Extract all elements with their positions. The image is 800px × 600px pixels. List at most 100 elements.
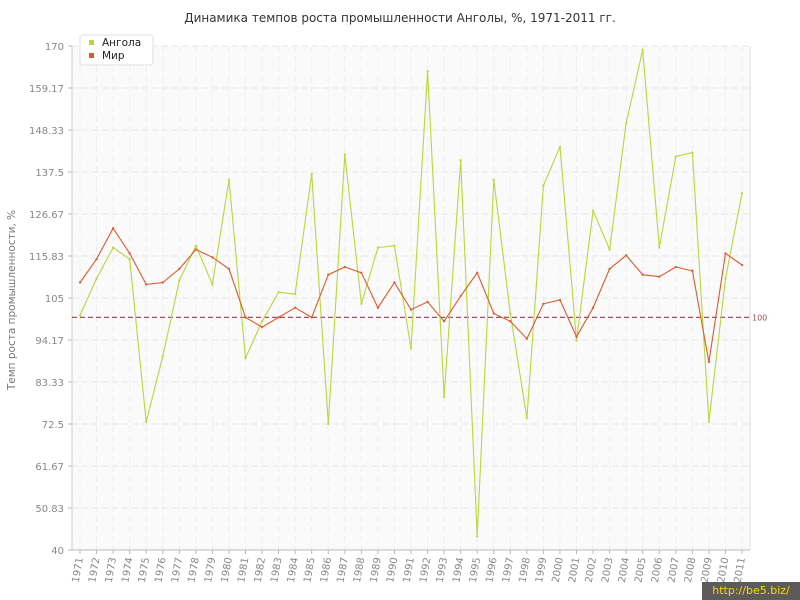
data-point <box>558 298 562 302</box>
data-point <box>707 360 711 364</box>
data-point <box>343 153 346 156</box>
legend-swatch <box>89 40 94 45</box>
x-tick-label: 2008 <box>683 557 698 584</box>
data-point <box>393 244 396 247</box>
data-point <box>442 320 446 323</box>
data-point <box>211 283 214 286</box>
x-axis: 1971 1972 1973 1974 1975 1976 1977 1978 1979 1980… <box>71 549 750 584</box>
data-point <box>95 277 98 280</box>
x-tick-label: 1974 <box>120 557 135 584</box>
data-point <box>78 314 82 317</box>
x-tick-label: 2010 <box>716 557 731 584</box>
data-point <box>707 420 711 424</box>
x-tick-label: 1988 <box>352 557 367 584</box>
x-tick-label: 1996 <box>484 557 499 584</box>
x-tick-label: 1975 <box>137 557 152 584</box>
x-tick-label: 1991 <box>402 557 417 584</box>
data-point <box>277 316 280 319</box>
x-tick-label: 1982 <box>253 557 268 584</box>
x-tick-label: 2005 <box>633 557 648 584</box>
legend-swatch <box>89 53 94 58</box>
data-point <box>591 306 595 309</box>
y-tick-label: 148.33 <box>29 126 64 137</box>
x-tick-label: 2000 <box>551 557 566 584</box>
data-point <box>360 271 363 274</box>
x-tick-label: 2002 <box>584 557 599 584</box>
watermark-link[interactable]: http://be5.biz/ <box>702 582 800 600</box>
data-point <box>641 273 644 276</box>
y-tick-label: 137.5 <box>35 168 64 179</box>
reference-line-label: 100 <box>752 313 767 322</box>
grid <box>72 45 751 551</box>
data-point <box>145 283 148 286</box>
x-tick-label: 1979 <box>203 557 218 584</box>
data-point <box>476 535 479 538</box>
y-tick-label: 126.67 <box>29 210 64 221</box>
x-tick-label: 1999 <box>534 557 549 584</box>
data-point <box>691 269 694 273</box>
data-point <box>476 271 479 274</box>
x-tick-label: 1984 <box>286 557 301 584</box>
legend-entry: Ангола <box>102 37 141 49</box>
data-point <box>658 275 661 278</box>
y-tick-label: 105 <box>45 294 64 305</box>
data-point <box>244 356 247 360</box>
data-point <box>674 265 677 269</box>
y-axis: 40 50.83 61.67 72.5 83.33 94.17 105 115.83 126.6… <box>29 42 73 557</box>
data-point <box>128 252 131 255</box>
data-point <box>724 252 727 255</box>
data-point <box>442 395 446 399</box>
data-point <box>260 325 264 329</box>
data-point <box>293 306 297 309</box>
data-point <box>327 422 330 426</box>
data-point <box>327 273 330 276</box>
data-point <box>459 294 462 298</box>
x-tick-label: 1971 <box>71 557 86 584</box>
data-point <box>161 354 164 358</box>
data-point <box>624 254 628 257</box>
y-axis-label: Темп роста промышленности, % <box>6 210 18 391</box>
x-tick-label: 1985 <box>302 557 317 584</box>
y-tick-label: 50.83 <box>35 504 64 515</box>
legend-box <box>79 34 154 66</box>
data-point <box>343 265 346 269</box>
x-tick-label: 1981 <box>236 557 251 584</box>
data-point <box>525 416 529 420</box>
data-point <box>740 192 744 195</box>
y-tick-label: 94.17 <box>35 336 64 347</box>
x-tick-label: 1987 <box>336 557 351 584</box>
data-point <box>227 267 231 271</box>
x-tick-label: 1995 <box>468 557 483 584</box>
data-point <box>509 320 512 323</box>
series-angola <box>78 48 744 538</box>
series-world <box>78 227 744 364</box>
data-point <box>658 246 661 249</box>
x-tick-label: 1990 <box>385 557 400 584</box>
data-point <box>194 244 198 247</box>
x-tick-label: 1973 <box>104 557 119 584</box>
data-point <box>740 263 744 267</box>
data-point <box>227 178 231 181</box>
data-point <box>145 420 148 424</box>
data-point <box>244 316 247 319</box>
data-point <box>525 337 529 340</box>
data-point <box>608 248 611 251</box>
x-tick-label: 1993 <box>435 557 450 584</box>
x-tick-label: 2001 <box>567 557 582 584</box>
data-point <box>293 292 297 296</box>
data-point <box>178 267 181 271</box>
data-point <box>95 258 98 261</box>
data-point <box>78 281 82 284</box>
x-tick-label: 1998 <box>518 557 533 584</box>
x-tick-label: 1983 <box>269 557 284 584</box>
y-tick-label: 72.5 <box>42 420 64 431</box>
x-tick-label: 1972 <box>87 557 102 584</box>
x-tick-label: 2011 <box>733 557 748 584</box>
data-point <box>360 302 363 306</box>
x-tick-label: 1989 <box>369 557 384 584</box>
y-tick-label: 40 <box>51 546 64 557</box>
data-point <box>194 248 198 251</box>
data-point <box>111 227 115 230</box>
